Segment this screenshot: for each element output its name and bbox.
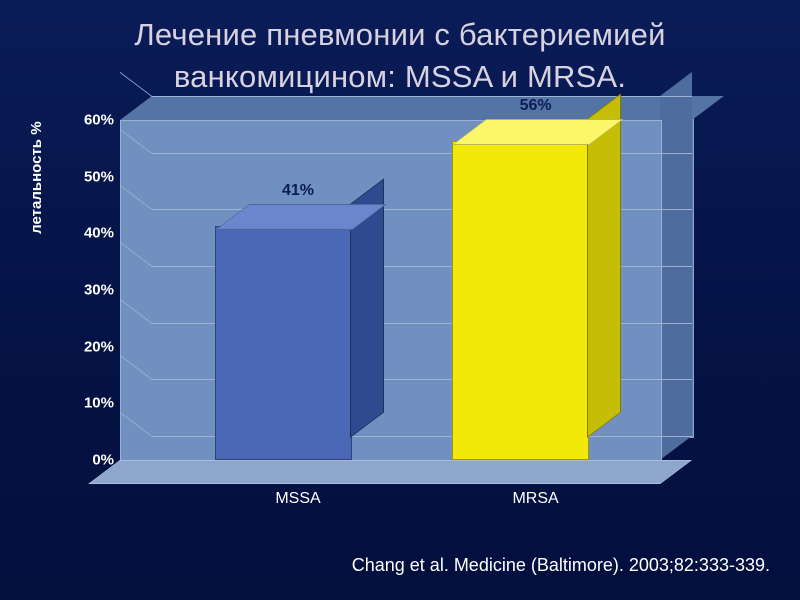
mortality-bar-chart: 0%10%20%30%40%50%60% летальность % 41%56… (120, 120, 700, 500)
y-axis-label: летальность % (28, 121, 45, 233)
gridline (152, 96, 692, 97)
y-tick-label: 50% (84, 168, 114, 185)
bar-front (215, 226, 352, 460)
x-tick-label: MRSA (512, 490, 558, 508)
y-tick-label: 60% (84, 112, 114, 129)
bar-side (587, 93, 621, 438)
y-tick-label: 20% (84, 338, 114, 355)
y-axis-ticks: 0%10%20%30%40%50%60% (64, 120, 114, 460)
bar-front (452, 141, 589, 460)
bar-value-label: 56% (520, 97, 552, 115)
bar-mrsa: 56% (452, 143, 587, 460)
bar-value-label: 41% (282, 182, 314, 200)
title-line-1: Лечение пневмонии с бактериемией (134, 17, 665, 52)
y-tick-label: 40% (84, 225, 114, 242)
y-tick-label: 30% (84, 282, 114, 299)
chart-floor (88, 460, 692, 484)
citation-text: Chang et al. Medicine (Baltimore). 2003;… (352, 555, 770, 576)
y-tick-label: 10% (84, 395, 114, 412)
title-line-2: ванкомицином: MSSA и MRSA. (174, 59, 626, 94)
y-tick-label: 0% (92, 452, 114, 469)
x-tick-label: MSSA (275, 490, 320, 508)
bar-mssa: 41% (215, 228, 350, 460)
